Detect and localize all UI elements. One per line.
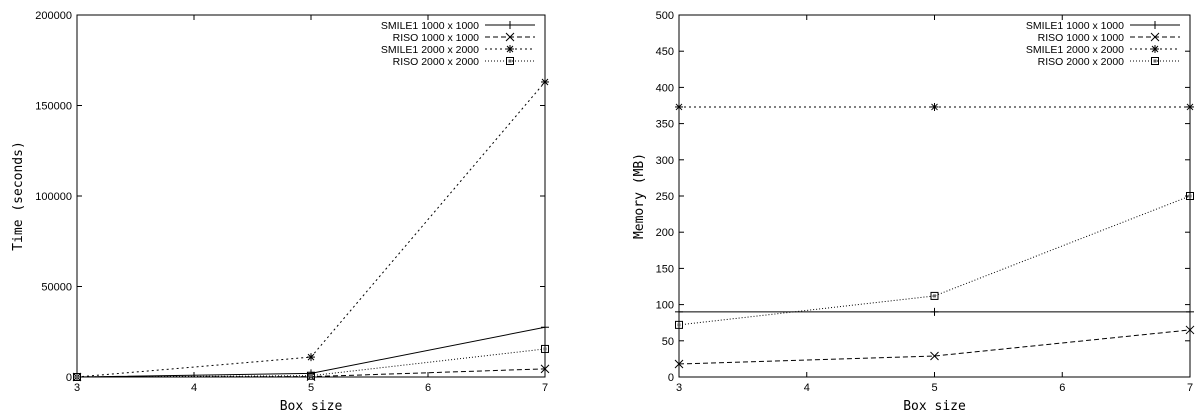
- legend-marker-1: [506, 21, 514, 29]
- legend-label-1: SMILE1 1000 x 1000: [381, 20, 479, 32]
- y-tick-label: 200: [656, 227, 674, 239]
- y-tick-label: 100: [656, 300, 674, 312]
- x-tick-label: 7: [542, 382, 548, 394]
- y-tick-label: 400: [656, 82, 674, 94]
- x-tick-label: 5: [308, 382, 314, 394]
- legend-label-2: RISO 1000 x 1000: [393, 32, 480, 44]
- x-axis-label: Box size: [903, 399, 966, 414]
- x-tick-label: 5: [931, 382, 937, 394]
- y-tick-label: 200000: [35, 10, 72, 22]
- data-point-series-4: [73, 373, 81, 381]
- legend-label-2: RISO 1000 x 1000: [1038, 32, 1125, 44]
- data-point-series-3: [675, 102, 683, 111]
- legend-label-1: SMILE1 1000 x 1000: [1026, 20, 1124, 32]
- y-tick-label: 50000: [41, 282, 72, 294]
- memory-chart: 3 4 5 6 7 0 50 100 150 200 250 300 350 400 450 500 Box s…: [632, 10, 1195, 414]
- legend-marker-2: [1150, 32, 1160, 42]
- legend-marker-3: [506, 45, 514, 53]
- y-tick-label: 300: [656, 155, 674, 167]
- data-point-series-2: [1185, 325, 1195, 335]
- x-tick-label: 6: [425, 382, 431, 394]
- data-point-series-1: [1186, 307, 1194, 316]
- y-tick-label: 0: [668, 372, 674, 384]
- data-point-series-2: [540, 364, 550, 374]
- data-point-series-1: [930, 307, 939, 316]
- series-line-2: [678, 329, 1191, 365]
- data-point-series-4: [541, 344, 549, 353]
- data-point-series-1: [541, 323, 549, 332]
- y-tick-label: 50: [662, 336, 674, 348]
- data-point-series-4: [675, 320, 683, 329]
- data-point-series-3: [541, 77, 549, 86]
- plot-frame: [76, 14, 546, 378]
- y-axis-label: Time (seconds): [11, 141, 26, 251]
- data-point-series-3: [1186, 102, 1194, 111]
- y-tick-label: 250: [656, 191, 674, 203]
- x-tick-label: 4: [191, 382, 197, 394]
- y-tick-label: 450: [656, 46, 674, 58]
- y-tick-label: 100000: [35, 191, 72, 203]
- y-tick-label: 0: [66, 372, 72, 384]
- plot-frame: [678, 14, 1191, 378]
- y-tick-label: 350: [656, 119, 674, 131]
- legend-label-4: RISO 2000 x 2000: [1038, 56, 1125, 68]
- y-tick-label: 150: [656, 263, 674, 275]
- x-tick-label: 4: [804, 382, 810, 394]
- time-chart: 3 4 5 6 7 0 50000 100000 150000 200000 Box size Tim…: [11, 10, 550, 414]
- data-point-series-2: [674, 359, 684, 369]
- data-point-series-4: [307, 371, 315, 380]
- data-point-series-4: [930, 291, 939, 300]
- legend-marker-4: [506, 57, 514, 65]
- y-tick-label: 150000: [35, 101, 72, 113]
- x-axis-label: Box size: [280, 399, 343, 414]
- data-point-series-3: [930, 102, 939, 111]
- data-point-series-4: [1186, 192, 1194, 200]
- legend-marker-4: [1151, 57, 1159, 65]
- data-point-series-2: [930, 351, 939, 361]
- legend-marker-3: [1151, 45, 1159, 53]
- series-line-3: [76, 81, 546, 378]
- series-line-4: [678, 195, 1191, 326]
- y-tick-label: 500: [656, 10, 674, 22]
- legend-marker-2: [505, 32, 515, 42]
- x-tick-label: 3: [74, 382, 80, 394]
- data-point-series-1: [675, 307, 683, 316]
- legend-label-4: RISO 2000 x 2000: [393, 56, 480, 68]
- legend-label-3: SMILE1 2000 x 2000: [1026, 44, 1124, 56]
- x-tick-label: 7: [1187, 382, 1193, 394]
- x-tick-label: 3: [676, 382, 682, 394]
- legend-marker-1: [1151, 21, 1159, 29]
- y-axis-label: Memory (MB): [632, 153, 647, 239]
- legend-label-3: SMILE1 2000 x 2000: [381, 44, 479, 56]
- x-tick-label: 6: [1059, 382, 1065, 394]
- data-point-series-3: [307, 353, 315, 362]
